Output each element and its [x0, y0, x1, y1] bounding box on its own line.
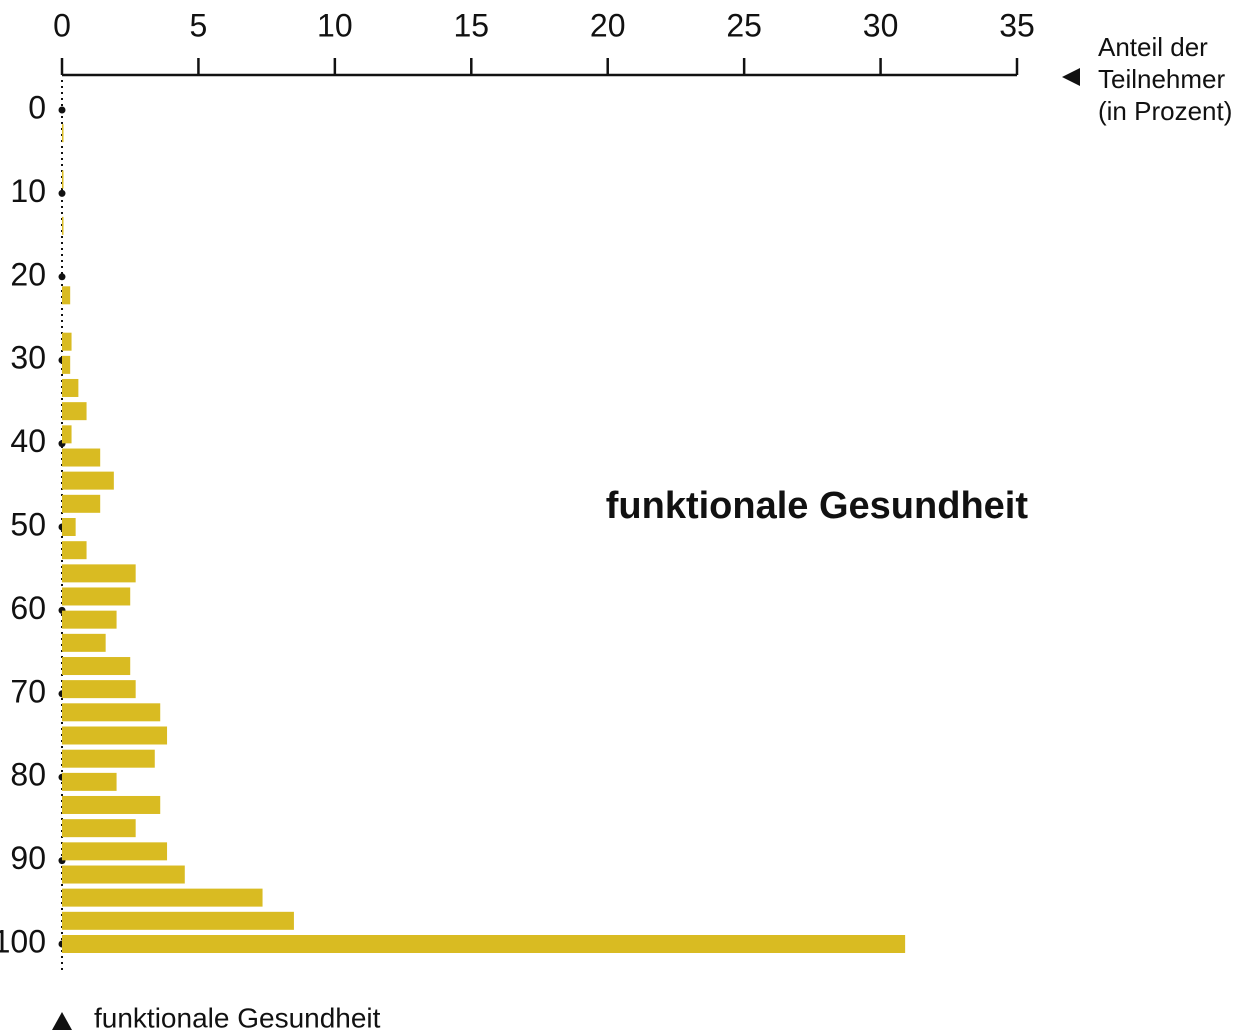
x-axis-label: Teilnehmer [1098, 64, 1226, 94]
bar [62, 888, 263, 907]
y-tick-label: 40 [10, 423, 46, 459]
y-tick-label: 0 [28, 89, 46, 125]
bar [62, 911, 294, 930]
annotation: funktionale Gesundheit [606, 485, 1029, 527]
x-tick-label: 30 [863, 7, 899, 43]
bar [62, 935, 906, 953]
bar [62, 610, 117, 629]
bar [62, 402, 87, 421]
y-label-arrow [52, 1012, 72, 1030]
bar [62, 425, 72, 444]
y-tick-label: 70 [10, 673, 46, 709]
bar [62, 124, 64, 143]
bar [62, 494, 101, 513]
x-tick-label: 10 [317, 7, 353, 43]
y-tick-label: 10 [10, 173, 46, 209]
bar [62, 378, 79, 397]
x-label-arrow [1062, 68, 1080, 86]
x-tick-label: 20 [590, 7, 626, 43]
x-tick-label: 15 [453, 7, 489, 43]
x-tick-label: 25 [726, 7, 762, 43]
bar [62, 332, 72, 351]
bar [62, 680, 136, 699]
y-axis-label: funktionale Gesundheit [94, 1002, 381, 1033]
x-tick-label: 35 [999, 7, 1035, 43]
bar [62, 448, 101, 467]
bar [62, 865, 185, 884]
bar [62, 726, 168, 745]
bar [62, 633, 106, 652]
bar [62, 471, 114, 490]
x-axis-label: (in Prozent) [1098, 96, 1232, 126]
y-tick-label: 80 [10, 757, 46, 793]
bar [62, 170, 64, 189]
y-tick-label: 90 [10, 840, 46, 876]
y-tick-label: 50 [10, 506, 46, 542]
bar [62, 749, 155, 768]
bar [62, 541, 87, 560]
x-tick-label: 5 [190, 7, 208, 43]
bar [62, 564, 136, 583]
bar [62, 286, 71, 305]
bar [62, 518, 76, 536]
y-tick [58, 106, 66, 114]
bar [62, 842, 168, 861]
y-tick [58, 189, 66, 197]
x-axis-label: Anteil der [1098, 32, 1208, 62]
y-tick-label: 100 [0, 923, 46, 959]
bar [62, 795, 161, 814]
bar [62, 657, 131, 676]
bar [62, 703, 161, 722]
bar [62, 587, 131, 606]
bar [62, 355, 71, 374]
y-tick [58, 273, 66, 281]
y-tick-label: 60 [10, 590, 46, 626]
bar [62, 216, 64, 235]
y-tick-label: 20 [10, 256, 46, 292]
y-tick-label: 30 [10, 340, 46, 376]
bar [62, 819, 136, 838]
bar [62, 772, 117, 791]
x-tick-label: 0 [53, 7, 71, 43]
